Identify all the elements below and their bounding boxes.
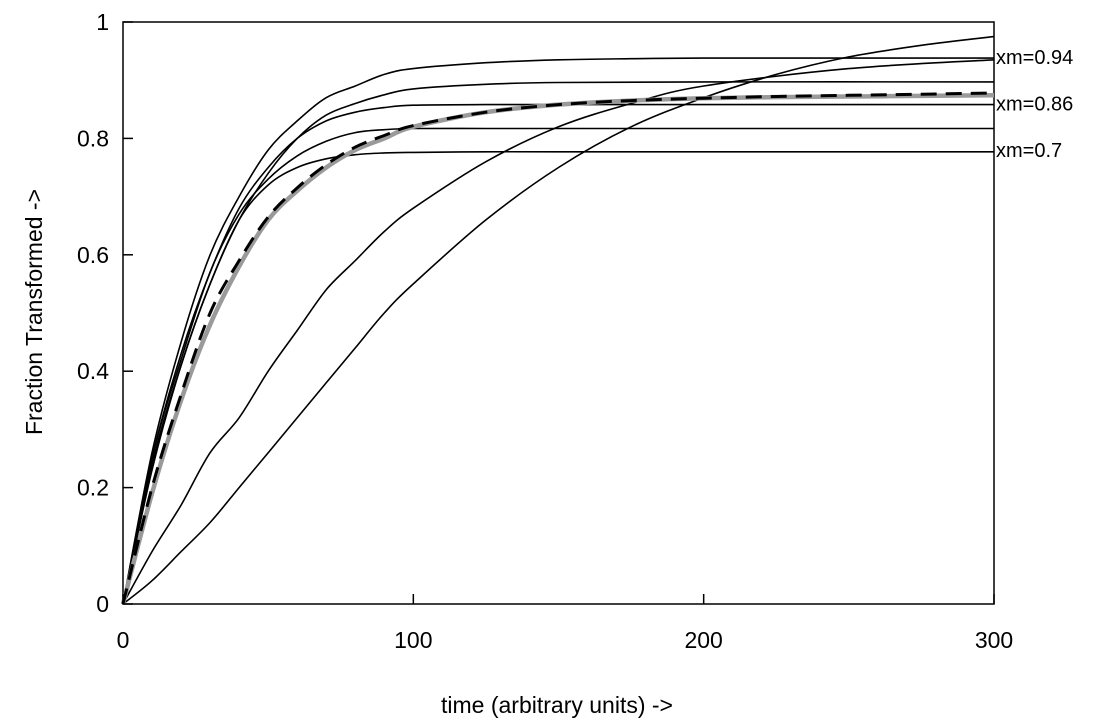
series-line-3 [122, 103, 994, 605]
x-tick-label: 300 [975, 627, 1013, 653]
annotation-layer: xm=0.94 xm=0.86 xm=0.7 [996, 47, 1073, 162]
y-tick-label: 0.6 [77, 242, 109, 268]
x-tick-label: 0 [117, 627, 130, 653]
y-tick-label: 1 [96, 9, 109, 35]
series-line-1 [122, 57, 994, 605]
plot-frame [122, 21, 995, 605]
plot-area [122, 21, 995, 605]
annotation-label: xm=0.86 [996, 93, 1073, 115]
series-line-5 [122, 150, 994, 605]
x-tick-label: 100 [394, 627, 432, 653]
series-line-2 [122, 81, 995, 605]
series-line-4 [122, 127, 994, 605]
annotation-label: xm=0.7 [996, 140, 1062, 162]
x-tick-label: 200 [684, 627, 722, 653]
series-line-6 [122, 59, 995, 605]
x-axis-title: time (arbitrary units) -> [441, 692, 673, 718]
y-axis-title: Fraction Transformed -> [21, 189, 47, 435]
series-line-7 [122, 35, 995, 605]
annotation-label: xm=0.94 [996, 47, 1073, 69]
y-tick-label: 0.4 [77, 358, 109, 384]
y-tick-label: 0.8 [77, 125, 109, 151]
y-tick-label: 0 [96, 591, 109, 617]
series-layer [120, 35, 995, 605]
ticks-layer: 0 100 200 300 0 0.2 0.4 0.6 0.8 1 [77, 9, 1013, 653]
y-tick-label: 0.2 [77, 475, 109, 501]
series-line-9 [121, 91, 995, 605]
